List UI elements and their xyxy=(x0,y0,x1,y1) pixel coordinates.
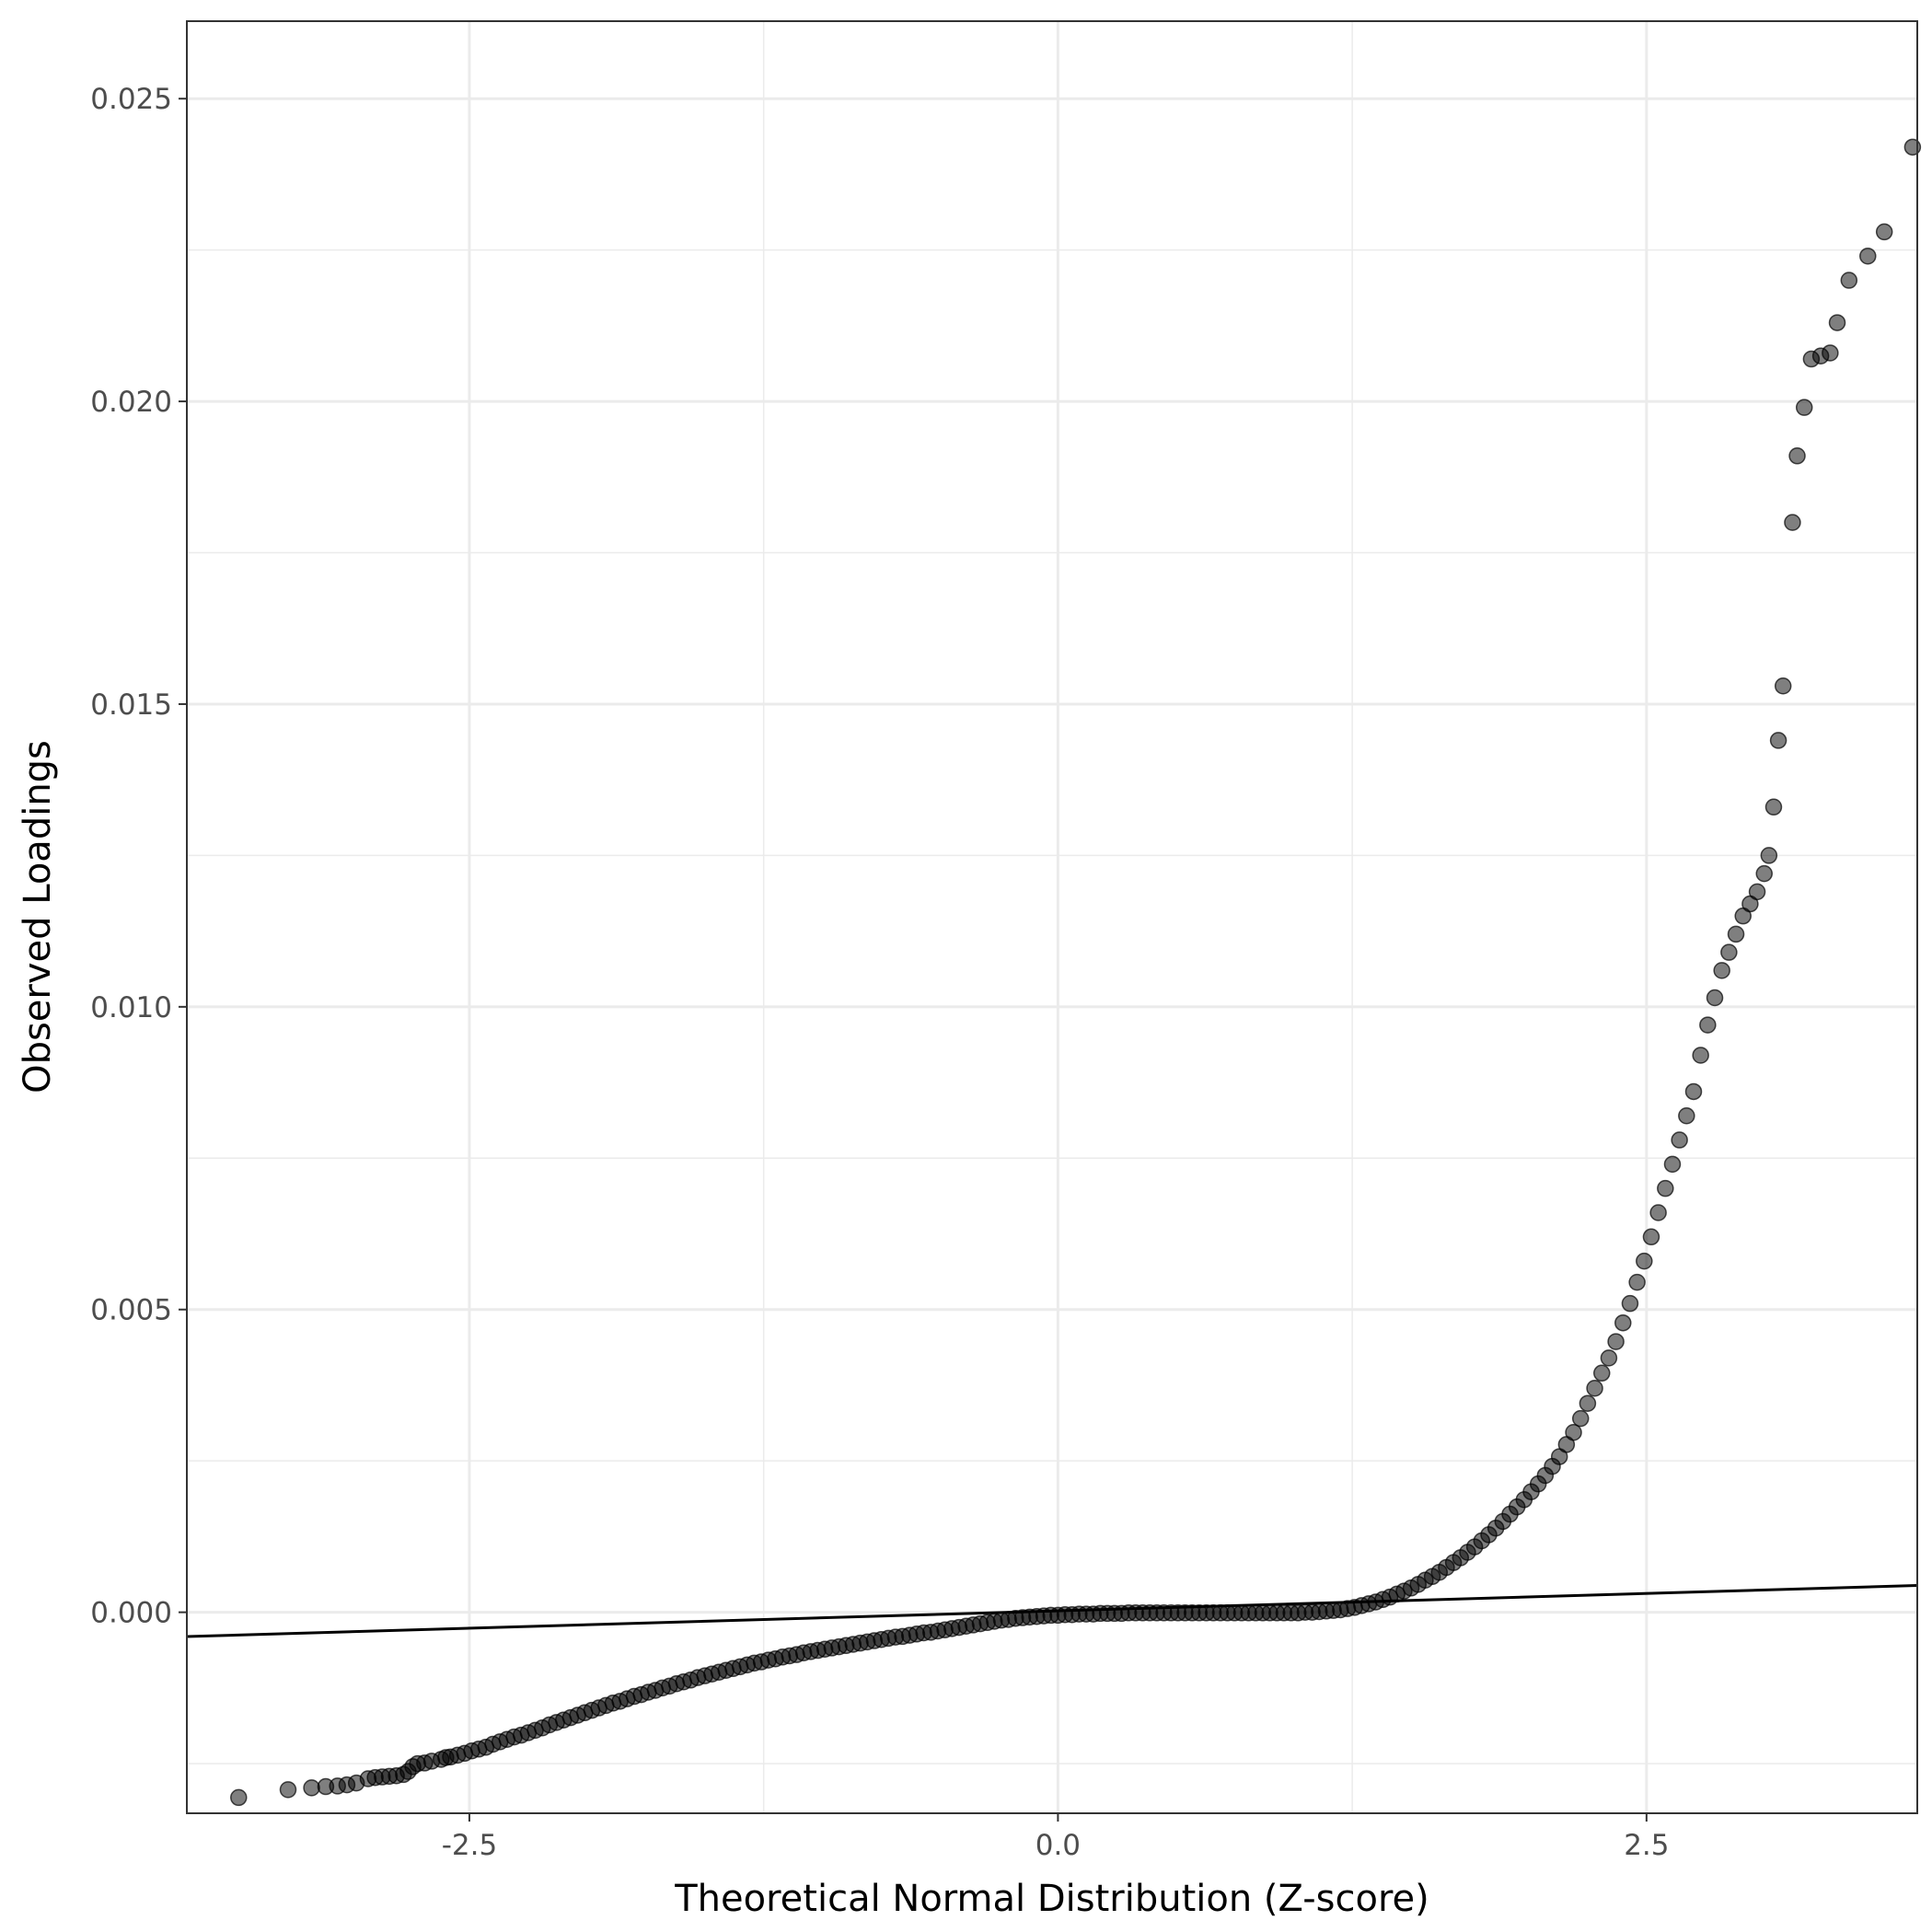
data-point xyxy=(1671,1131,1688,1149)
y-tick-label: 0.005 xyxy=(90,1294,172,1327)
data-point xyxy=(1840,272,1858,289)
y-tick-label: 0.020 xyxy=(90,386,172,419)
data-point xyxy=(1684,1082,1703,1101)
data-point xyxy=(1607,1333,1625,1350)
x-tick-label: 0.0 xyxy=(1035,1829,1081,1862)
data-point xyxy=(1755,864,1773,883)
x-tick-label: 2.5 xyxy=(1624,1829,1669,1862)
x-axis-title: Theoretical Normal Distribution (Z-score… xyxy=(674,1878,1429,1920)
data-point xyxy=(1727,925,1745,943)
data-point xyxy=(1875,223,1893,241)
plot-panel-border xyxy=(186,20,1918,1814)
reference-line xyxy=(186,1584,1918,1638)
data-point xyxy=(1614,1313,1632,1332)
y-tick-label: 0.000 xyxy=(90,1597,172,1630)
y-axis-title: Observed Loadings xyxy=(17,740,59,1093)
y-tick-label: 0.015 xyxy=(90,688,172,722)
data-point xyxy=(1621,1294,1639,1313)
data-point xyxy=(1636,1252,1653,1270)
data-point xyxy=(1642,1228,1660,1246)
data-point xyxy=(1774,677,1792,695)
data-point xyxy=(1692,1047,1709,1064)
data-point xyxy=(1593,1364,1611,1382)
x-tick-label: -2.5 xyxy=(442,1829,498,1862)
data-point xyxy=(1600,1349,1618,1367)
data-point xyxy=(1628,1273,1646,1291)
data-point xyxy=(1678,1106,1695,1125)
data-point xyxy=(279,1781,297,1799)
y-axis: 0.000 0.005 0.010 0.015 0.020 0.025 xyxy=(90,83,187,1630)
data-point xyxy=(1565,1424,1582,1441)
data-points xyxy=(230,138,1922,1807)
data-point xyxy=(1649,1204,1667,1221)
data-point xyxy=(1663,1155,1682,1174)
data-point xyxy=(1657,1179,1674,1197)
data-point xyxy=(1788,447,1806,465)
data-point xyxy=(1699,1016,1717,1034)
data-point xyxy=(1720,943,1738,961)
data-point xyxy=(1579,1394,1597,1412)
x-axis: -2.5 0.0 2.5 xyxy=(442,1813,1670,1862)
minor-gridlines xyxy=(187,21,1917,1813)
data-point xyxy=(1784,514,1801,531)
plot-background xyxy=(187,21,1917,1813)
y-tick-label: 0.025 xyxy=(90,83,172,116)
data-point xyxy=(1571,1409,1590,1428)
data-point xyxy=(1713,962,1730,979)
data-point xyxy=(230,1788,248,1807)
data-point xyxy=(1706,989,1724,1007)
data-point xyxy=(1769,732,1787,749)
data-point xyxy=(1859,247,1877,265)
data-point xyxy=(1586,1379,1603,1397)
data-point xyxy=(1760,847,1778,864)
data-point xyxy=(1828,314,1846,331)
y-tick-label: 0.010 xyxy=(90,991,172,1024)
data-point xyxy=(1795,399,1813,416)
data-point xyxy=(303,1779,320,1797)
data-point xyxy=(1764,798,1783,816)
data-point xyxy=(1748,883,1766,901)
data-point xyxy=(1822,344,1839,362)
